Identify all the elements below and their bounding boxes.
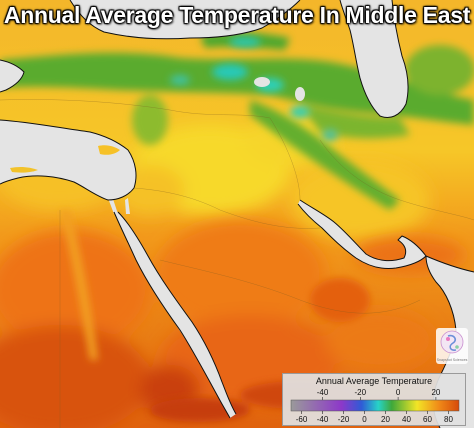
temperature-legend: Annual Average Temperature -40 -20 0 20 -60… bbox=[282, 373, 466, 426]
legend-gradient-bar bbox=[290, 399, 460, 412]
lower-tick-label: 0 bbox=[362, 415, 367, 424]
lower-tick-label: -40 bbox=[317, 415, 329, 424]
lower-tick-label: 60 bbox=[423, 415, 432, 424]
lower-tick-label: 20 bbox=[381, 415, 390, 424]
watermark-text: Snapshot Sciences bbox=[437, 358, 468, 362]
crete-island bbox=[10, 166, 38, 173]
legend-title: Annual Average Temperature bbox=[315, 376, 433, 386]
upper-tick-label: -40 bbox=[317, 388, 329, 397]
upper-tick-labels: -40 -20 0 20 bbox=[317, 388, 441, 400]
borders bbox=[0, 99, 474, 428]
lower-tick-label: -60 bbox=[296, 415, 308, 424]
lower-tick-label: -20 bbox=[338, 415, 350, 424]
lower-tick-label: 40 bbox=[402, 415, 411, 424]
upper-tick-label: 0 bbox=[396, 388, 401, 397]
upper-tick-label: 20 bbox=[431, 388, 440, 397]
lower-tick-label: 80 bbox=[444, 415, 453, 424]
legend-colorbar: -40 -20 0 20 -60 -40 -20 0 20 40 60 80 bbox=[290, 388, 460, 424]
lower-tick-labels: -60 -40 -20 0 20 40 60 80 bbox=[296, 411, 453, 424]
map-title: Annual Average Temperature In Middle Eas… bbox=[3, 2, 471, 28]
watermark-logo: Snapshot Sciences bbox=[436, 328, 468, 364]
upper-tick-label: -20 bbox=[355, 388, 367, 397]
cyprus-island bbox=[98, 145, 120, 155]
